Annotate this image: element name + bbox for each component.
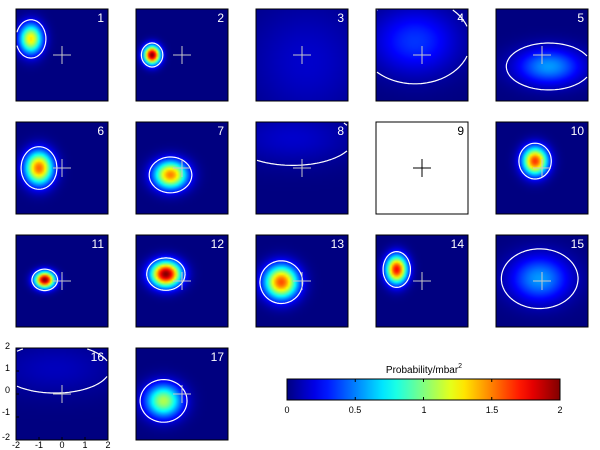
panel-frame — [15, 234, 109, 328]
panel-11: 11 — [15, 234, 109, 328]
panel-16-axes: 2 1 0 -1 -2 -2 -1 0 1 2 — [2, 341, 111, 450]
panel-frame — [135, 347, 229, 441]
panel-9: 9 — [375, 121, 469, 215]
panel-number-label: 2 — [217, 11, 224, 25]
panel-frame — [495, 121, 589, 215]
panel-number-label: 17 — [211, 350, 225, 364]
panel-frame — [15, 121, 109, 215]
probability-contour — [16, 19, 47, 59]
panel-number-label: 14 — [451, 237, 465, 251]
panel-number-label: 1 — [97, 11, 104, 25]
panel-number-label: 10 — [571, 124, 585, 138]
panel-6: 6 — [15, 121, 109, 215]
panel-frame — [135, 121, 229, 215]
probability-contour — [20, 146, 58, 190]
panel-number-label: 7 — [217, 124, 224, 138]
panel-number-label: 15 — [571, 237, 585, 251]
panel-15: 15 — [495, 234, 589, 328]
panel-frame — [255, 234, 349, 328]
panel-3: 3 — [255, 8, 349, 102]
y-tick-label: -1 — [2, 407, 10, 417]
panel-frame — [375, 8, 469, 102]
probability-contour — [500, 248, 579, 310]
panel-number-label: 4 — [457, 11, 464, 25]
panel-frame — [15, 8, 109, 102]
panel-1: 1 — [15, 8, 109, 102]
panel-number-label: 3 — [337, 11, 344, 25]
colorbar-tick-label: 1.5 — [486, 405, 499, 415]
panel-14: 14 — [375, 234, 469, 328]
probability-contour — [140, 42, 164, 68]
panel-7: 7 — [135, 121, 229, 215]
probability-contour — [382, 251, 411, 288]
probability-contour — [31, 268, 59, 292]
x-tick-label: 2 — [105, 440, 110, 450]
x-tick-label: -1 — [35, 440, 43, 450]
panel-number-label: 6 — [97, 124, 104, 138]
probability-contour — [518, 142, 552, 180]
panel-frame — [135, 234, 229, 328]
panel-8: 8 — [255, 121, 349, 215]
panel-2: 2 — [135, 8, 229, 102]
y-tick-label: -2 — [2, 432, 10, 442]
panel-5: 5 — [495, 8, 589, 102]
panel-frame — [255, 8, 349, 102]
panel-13: 13 — [255, 234, 349, 328]
panel-number-label: 12 — [211, 237, 225, 251]
colorbar-tick-label: 2 — [557, 405, 562, 415]
panel-number-label: 9 — [457, 124, 464, 138]
x-tick-label: -2 — [12, 440, 20, 450]
panel-frame — [495, 234, 589, 328]
colorbar-ticks — [286, 379, 561, 400]
panel-number-label: 11 — [92, 237, 105, 251]
panel-10: 10 — [495, 121, 589, 215]
probability-contour — [16, 348, 108, 394]
colorbar-gradient — [286, 378, 561, 401]
panel-number-label: 16 — [91, 350, 105, 364]
panel-frame — [375, 234, 469, 328]
colorbar-tick-label: 1 — [421, 405, 426, 415]
probability-contour — [139, 379, 188, 423]
colorbar-tick-label: 0 — [284, 405, 289, 415]
panel-number-label: 13 — [331, 237, 345, 251]
colorbar-tick-label: 0.5 — [349, 405, 362, 415]
probability-contour — [148, 156, 193, 194]
x-tick-label: 0 — [59, 440, 64, 450]
colorbar-title: Probability/mbar2 — [386, 363, 462, 376]
probability-contour — [146, 257, 186, 291]
colorbar: Probability/mbar2 0 0.5 1 1.5 2 — [284, 363, 562, 415]
x-tick-label: 1 — [82, 440, 87, 450]
panel-16: 16 — [15, 347, 109, 441]
y-tick-label: 0 — [5, 385, 10, 395]
panel-frame — [495, 8, 589, 102]
colorbar-title-text: Probability/mbar — [386, 365, 459, 376]
panel-number-label: 5 — [577, 11, 584, 25]
probability-contour — [256, 122, 348, 166]
panel-frame — [135, 8, 229, 102]
y-tick-label: 2 — [5, 341, 10, 351]
panel-number-label: 8 — [337, 124, 344, 138]
panel-4: 4 — [375, 8, 469, 102]
y-tick-label: 1 — [5, 363, 10, 373]
probability-contour — [376, 9, 468, 85]
panel-17: 17 — [135, 347, 229, 441]
panel-frame — [375, 121, 469, 215]
probability-contour — [505, 42, 588, 91]
panel-12: 12 — [135, 234, 229, 328]
colorbar-title-superscript: 2 — [458, 363, 462, 370]
panel-frame — [255, 121, 349, 215]
